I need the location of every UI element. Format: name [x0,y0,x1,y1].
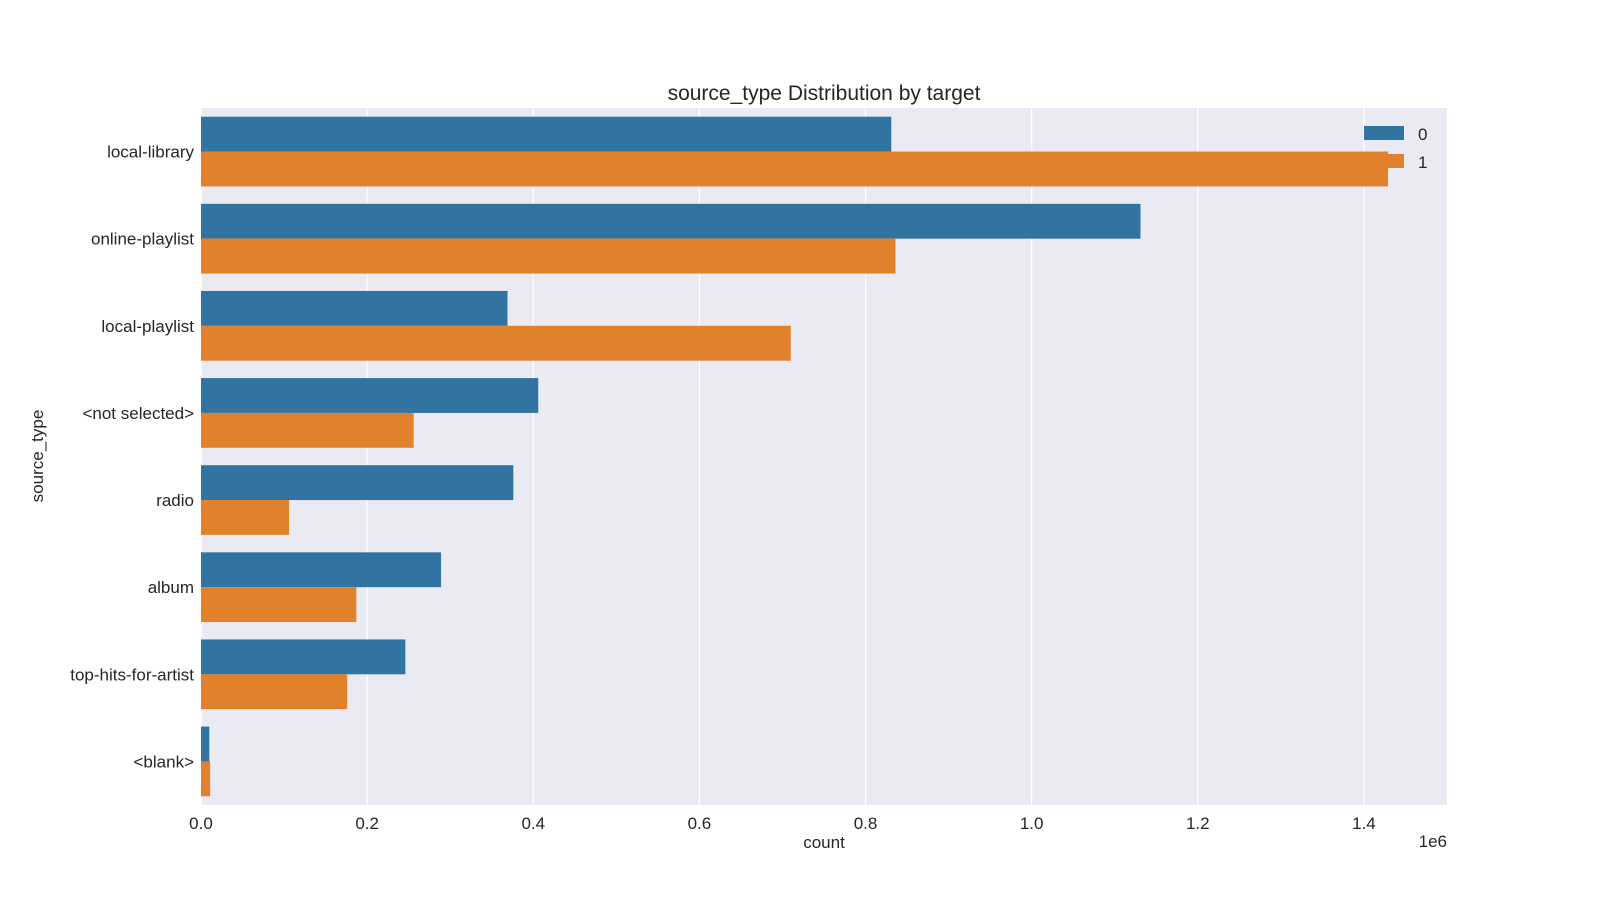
bar-series-1 [201,325,791,361]
bars [201,116,1389,797]
y-tick-label: album [148,578,194,597]
bar-series-0 [201,116,892,152]
y-tick-labels: local-library online-playlist local-playli… [70,143,194,772]
x-offset-label: 1e6 [1419,832,1447,851]
y-tick-label: <blank> [134,752,195,771]
x-tick-labels: 0.0 0.2 0.4 0.6 0.8 1.0 1.2 1.4 [189,814,1376,833]
x-tick-label: 0.4 [521,814,545,833]
bar-series-0 [201,726,210,762]
bar-series-0 [201,378,539,413]
x-tick-label: 1.2 [1186,814,1210,833]
x-tick-label: 0.6 [688,814,712,833]
legend-swatch-1 [1364,154,1404,168]
y-tick-label: radio [156,491,194,510]
bar-series-1 [201,151,1389,187]
y-tick-label: top-hits-for-artist [70,665,194,684]
y-tick-label: <not selected> [82,404,194,423]
chart-title: source_type Distribution by target [668,82,981,105]
bar-series-1 [201,674,348,710]
legend-label-1: 1 [1418,153,1427,172]
y-tick-label: local-library [107,143,194,162]
x-tick-label: 0.2 [355,814,379,833]
legend-swatch-0 [1364,126,1404,140]
x-axis-label: count [803,833,845,852]
legend: 0 1 [1364,125,1427,172]
x-tick-label: 1.0 [1020,814,1044,833]
bar-series-1 [201,412,414,448]
bar-series-1 [201,500,290,535]
bar-series-1 [201,238,896,274]
bar-series-0 [201,465,514,501]
bar-series-0 [201,290,508,326]
legend-label-0: 0 [1418,125,1427,144]
y-tick-label: local-playlist [101,317,194,336]
x-tick-label: 0.8 [854,814,878,833]
y-axis-label: source_type [28,410,47,503]
x-tick-label: 1.4 [1352,814,1376,833]
bar-series-0 [201,552,442,588]
bar-series-1 [201,761,211,797]
y-tick-label: online-playlist [91,230,194,249]
x-tick-label: 0.0 [189,814,213,833]
bar-series-0 [201,203,1141,239]
bar-series-0 [201,639,406,675]
bar-series-1 [201,587,357,623]
